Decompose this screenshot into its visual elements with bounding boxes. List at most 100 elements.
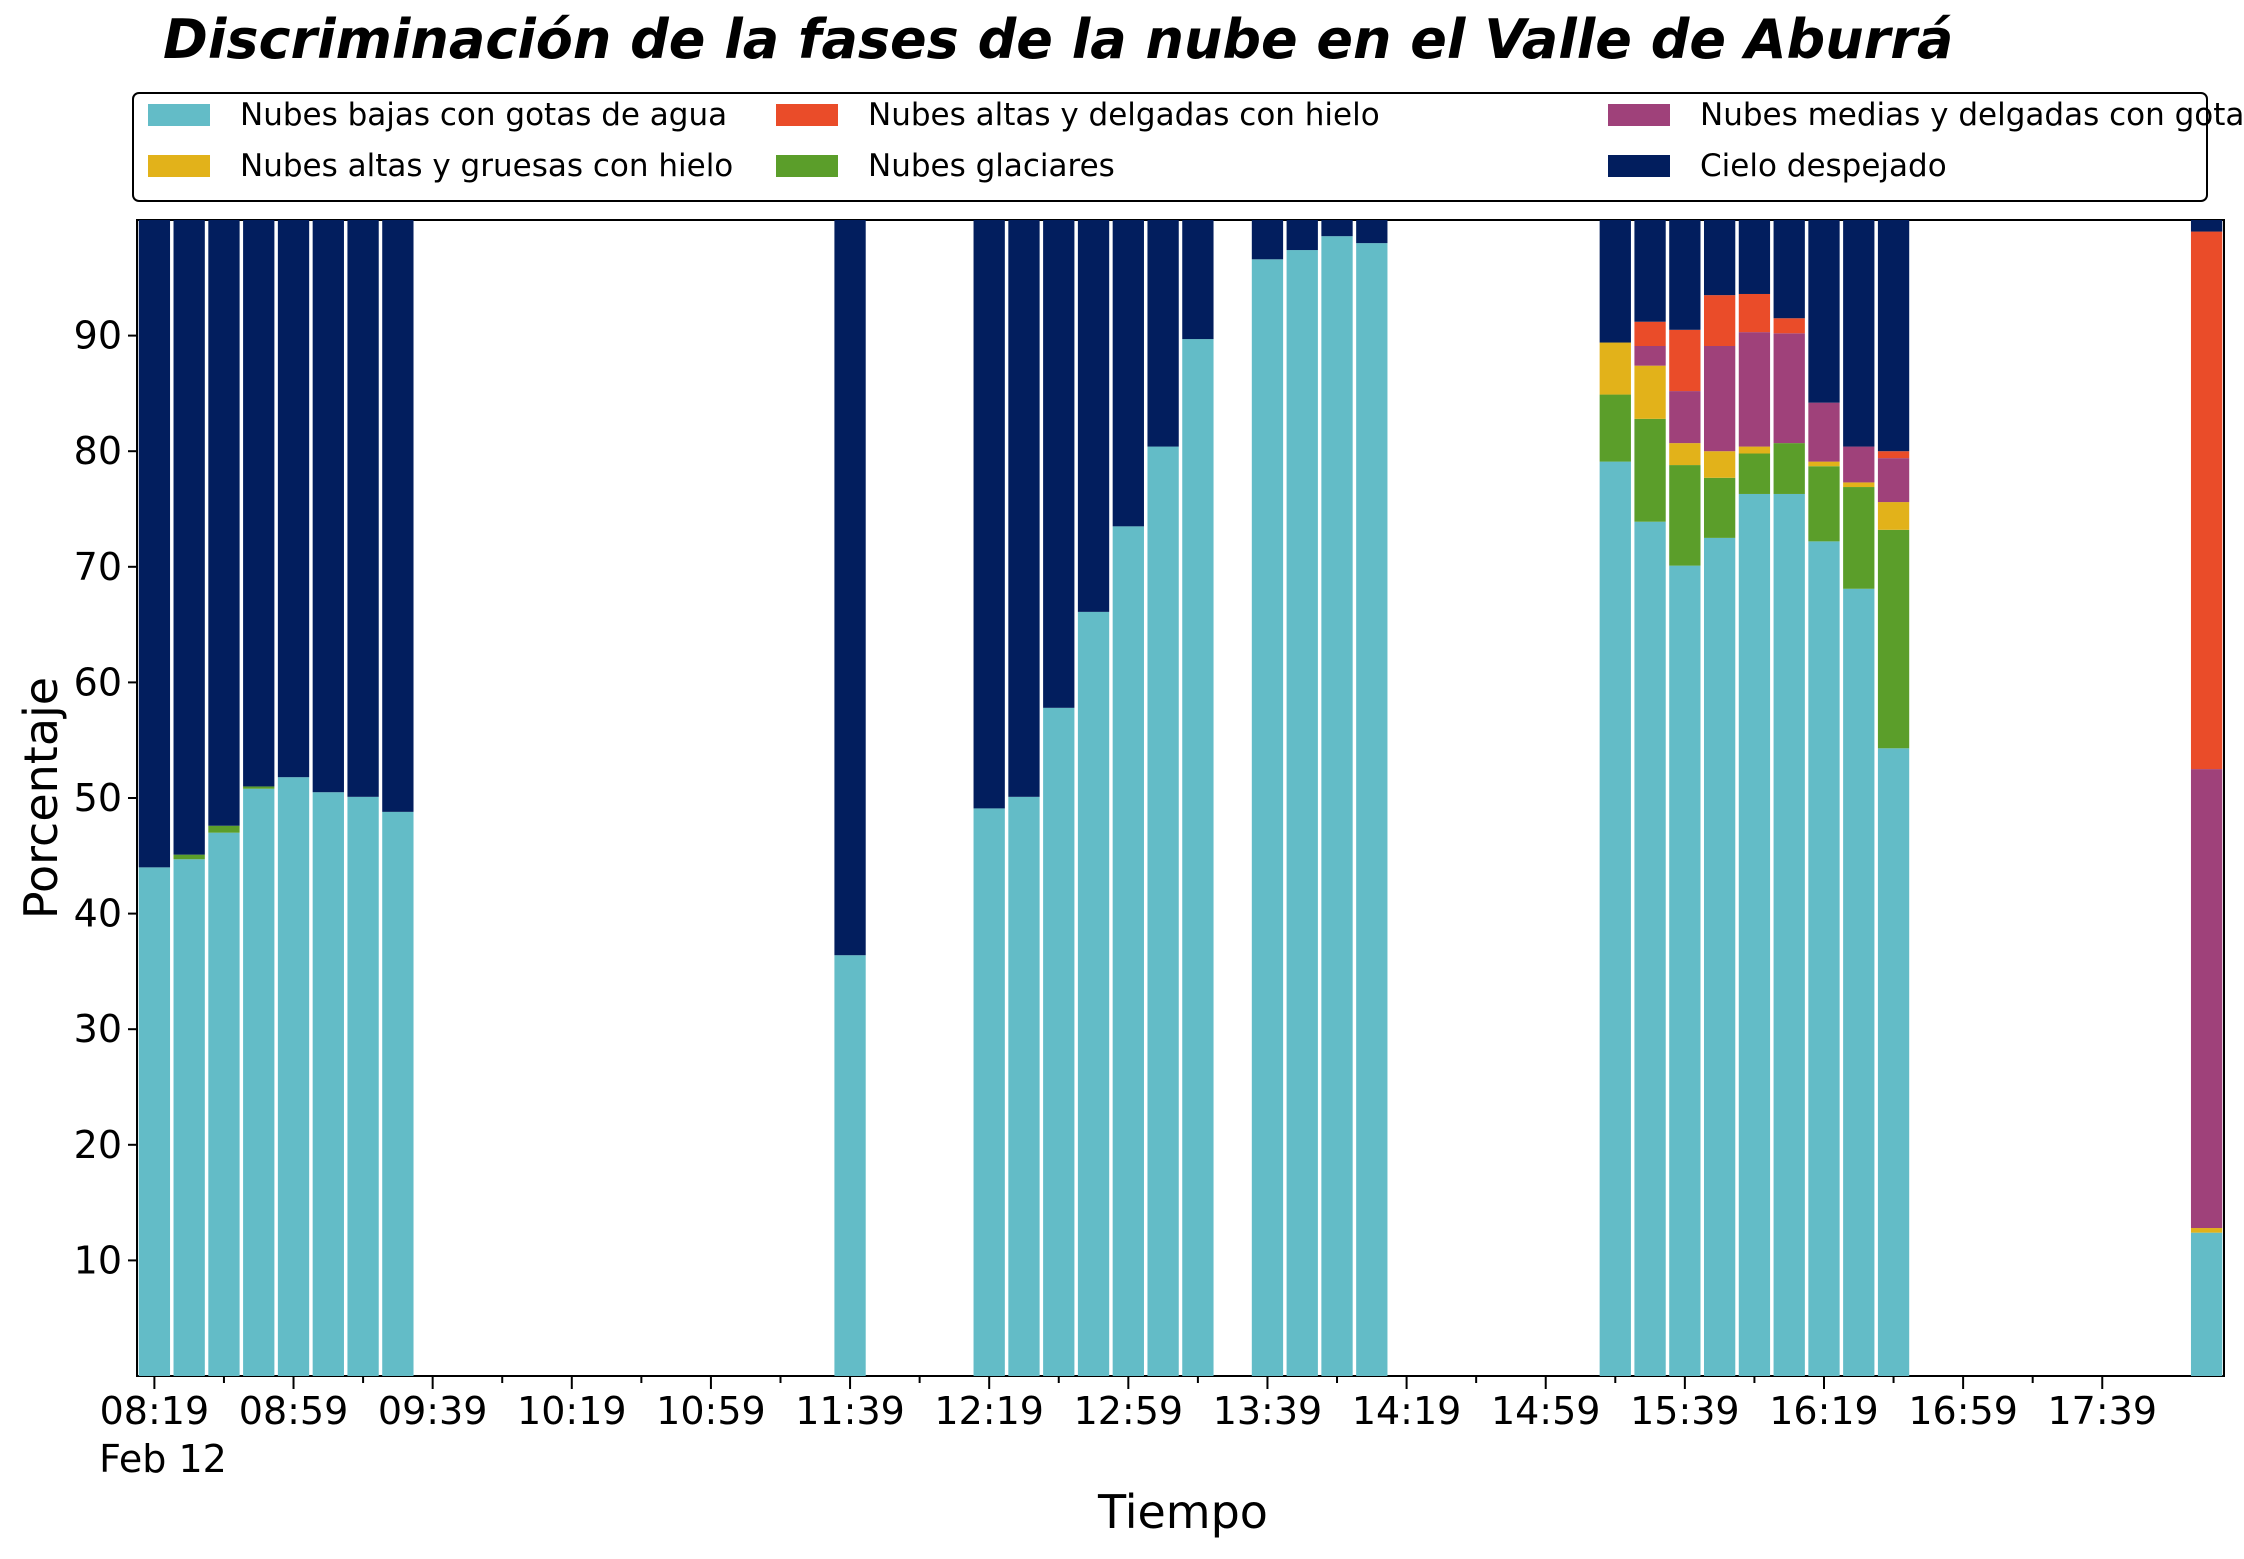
x-tick-label: 14:59: [1491, 1389, 1601, 1433]
bar-nubes-altas-y-gruesas-con-hielo-1539: [1669, 443, 1701, 466]
x-tick-label: 12:19: [934, 1389, 1044, 1433]
bar-cielo-despejado-0929: [382, 220, 414, 812]
plot-area: [136, 219, 2225, 1377]
y-tick-label: 10: [74, 1238, 122, 1282]
bar-nubes-glaciares-1559: [1738, 453, 1771, 494]
bar-nubes-medias-y-delgadas-con-gotas-de-agua-1609: [1773, 333, 1805, 444]
y-tick-label: 30: [74, 1007, 122, 1051]
y-axis-label: Porcentaje: [14, 677, 68, 919]
bars: [138, 220, 2223, 1377]
bar-nubes-bajas-con-gotas-de-agua-0839: [208, 832, 240, 1376]
bar-cielo-despejado-1229: [1008, 220, 1040, 797]
bar-cielo-despejado-0919: [347, 220, 379, 797]
legend-box: [132, 92, 2208, 202]
bar-cielo-despejado-0829: [173, 220, 205, 855]
legend-label-nubes-glaciares: Nubes glaciares: [868, 148, 1115, 184]
bar-nubes-bajas-con-gotas-de-agua-0829: [173, 859, 205, 1376]
x-tick-label: 14:19: [1352, 1389, 1462, 1433]
bar-nubes-bajas-con-gotas-de-agua-1619: [1808, 541, 1840, 1376]
bar-nubes-bajas-con-gotas-de-agua-1319: [1182, 339, 1214, 1376]
bar-nubes-altas-y-delgadas-con-hielo-1639: [1877, 451, 1910, 459]
bar-nubes-medias-y-delgadas-con-gotas-de-agua-1639: [1877, 458, 1910, 503]
y-tick-label: 50: [74, 776, 122, 820]
bar-cielo-despejado-1359: [1321, 220, 1353, 237]
bar-cielo-despejado-1549: [1703, 220, 1736, 296]
bar-cielo-despejado-1559: [1738, 220, 1771, 294]
bar-nubes-medias-y-delgadas-con-gotas-de-agua-1629: [1843, 446, 1875, 483]
bar-nubes-medias-y-delgadas-con-gotas-de-agua-1619: [1808, 402, 1840, 462]
bar-nubes-bajas-con-gotas-de-agua-1229: [1008, 796, 1040, 1376]
bar-cielo-despejado-1529: [1634, 220, 1666, 322]
bar-nubes-glaciares-1549: [1703, 477, 1736, 538]
bar-cielo-despejado-1629: [1843, 220, 1875, 447]
bar-nubes-glaciares-1629: [1843, 487, 1875, 589]
x-tick-label: 08:19: [100, 1389, 210, 1433]
x-tick-label: 17:39: [2048, 1389, 2158, 1433]
bar-cielo-despejado-1409: [1356, 220, 1388, 244]
bar-nubes-bajas-con-gotas-de-agua-1359: [1321, 236, 1353, 1377]
bar-cielo-despejado-1319: [1182, 220, 1214, 340]
bar-nubes-altas-y-delgadas-con-hielo-1539: [1669, 329, 1701, 392]
bar-nubes-bajas-con-gotas-de-agua-1309: [1147, 446, 1179, 1377]
bar-nubes-bajas-con-gotas-de-agua-1239: [1043, 707, 1075, 1376]
legend-label-nubes-medias-y-delgadas-con-gotas-de-agua: Nubes medias y delgadas con gotas de agu…: [1700, 97, 2244, 133]
bar-cielo-despejado-1809: [2190, 220, 2223, 232]
bar-nubes-glaciares-1609: [1773, 443, 1805, 494]
bar-nubes-bajas-con-gotas-de-agua-1409: [1356, 243, 1388, 1376]
x-tick-label: 12:59: [1074, 1389, 1184, 1433]
bar-nubes-bajas-con-gotas-de-agua-1639: [1877, 748, 1910, 1376]
bar-cielo-despejado-1519: [1599, 220, 1631, 343]
x-tick-label: 10:19: [517, 1389, 627, 1433]
legend-label-nubes-altas-y-delgadas-con-hielo: Nubes altas y delgadas con hielo: [868, 97, 1380, 133]
bar-nubes-bajas-con-gotas-de-agua-0929: [382, 811, 414, 1376]
bar-nubes-altas-y-gruesas-con-hielo-1809: [2190, 1228, 2223, 1233]
x-tick-label: 16:59: [1908, 1389, 2018, 1433]
bar-nubes-glaciares-1619: [1808, 466, 1840, 542]
y-tick-label: 20: [74, 1123, 122, 1167]
legend-swatch-nubes-glaciares: [776, 155, 838, 177]
x-tick-label: 09:39: [378, 1389, 488, 1433]
bar-nubes-bajas-con-gotas-de-agua-0849: [243, 788, 275, 1376]
bar-cielo-despejado-1539: [1669, 220, 1701, 330]
chart-title: Discriminación de la fases de la nube en…: [163, 8, 1953, 71]
bar-nubes-glaciares-1639: [1877, 529, 1910, 749]
bar-nubes-bajas-con-gotas-de-agua-1339: [1251, 259, 1284, 1376]
bar-cielo-despejado-1249: [1077, 220, 1110, 612]
bar-nubes-altas-y-gruesas-con-hielo-1549: [1703, 451, 1736, 478]
bar-nubes-medias-y-delgadas-con-gotas-de-agua-1809: [2190, 769, 2223, 1229]
bar-nubes-bajas-con-gotas-de-agua-1519: [1599, 461, 1631, 1377]
bar-nubes-bajas-con-gotas-de-agua-1609: [1773, 493, 1805, 1377]
bar-nubes-glaciares-1529: [1634, 418, 1666, 522]
bar-cielo-despejado-0859: [277, 220, 310, 778]
bar-nubes-glaciares-0849: [243, 786, 275, 789]
legend-label-nubes-bajas-con-gotas-de-agua: Nubes bajas con gotas de agua: [240, 97, 727, 133]
y-axis: 10 20 30 40 50 60 70 80 90: [74, 314, 137, 1282]
bar-nubes-altas-y-gruesas-con-hielo-1629: [1843, 482, 1875, 488]
bar-nubes-bajas-con-gotas-de-agua-1219: [973, 808, 1005, 1376]
bar-nubes-bajas-con-gotas-de-agua-0919: [347, 796, 379, 1376]
bar-nubes-glaciares-1519: [1599, 394, 1631, 462]
bar-nubes-glaciares-0829: [173, 854, 205, 860]
bar-cielo-despejado-1339: [1251, 220, 1284, 260]
bar-cielo-despejado-0909: [312, 220, 344, 793]
y-tick-label: 40: [74, 892, 122, 936]
bar-nubes-glaciares-0839: [208, 825, 240, 833]
bar-nubes-bajas-con-gotas-de-agua-0909: [312, 792, 344, 1376]
x-tick-label: 10:59: [656, 1389, 766, 1433]
y-tick-label: 90: [74, 314, 122, 358]
bar-nubes-bajas-con-gotas-de-agua-0859: [277, 777, 310, 1376]
legend-swatch-cielo-despejado: [1608, 155, 1670, 177]
x-tick-label: 08:59: [239, 1389, 349, 1433]
bar-nubes-altas-y-gruesas-con-hielo-1619: [1808, 461, 1840, 467]
bar-cielo-despejado-1619: [1808, 220, 1840, 403]
bar-cielo-despejado-0849: [243, 220, 275, 787]
y-tick-label: 60: [74, 660, 122, 704]
x-tick-label: 13:39: [1213, 1389, 1323, 1433]
bar-cielo-despejado-1349: [1286, 220, 1318, 251]
bar-nubes-bajas-con-gotas-de-agua-0819: [138, 867, 171, 1376]
bar-nubes-bajas-con-gotas-de-agua-1349: [1286, 250, 1318, 1376]
bar-nubes-medias-y-delgadas-con-gotas-de-agua-1549: [1703, 346, 1736, 452]
bar-nubes-altas-y-delgadas-con-hielo-1809: [2190, 231, 2223, 770]
legend: Nubes bajas con gotas de agua Nubes altas…: [132, 92, 2244, 202]
